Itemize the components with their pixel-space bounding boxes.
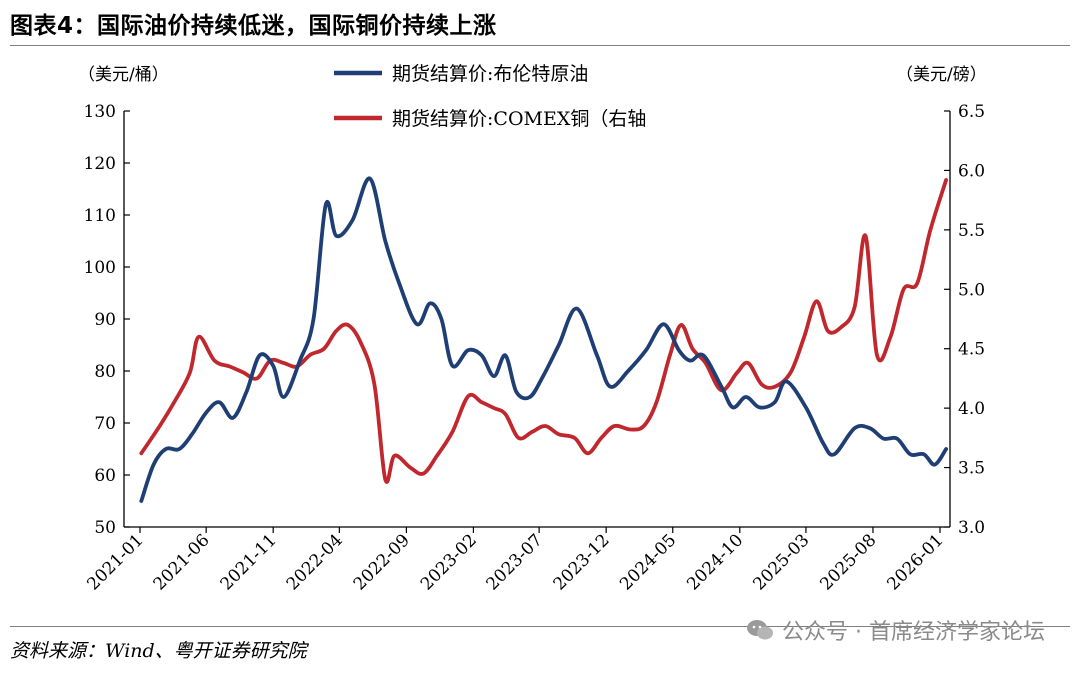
x-tick-label: 2021-06 xyxy=(150,530,214,594)
x-tick-label: 2025-08 xyxy=(816,530,880,594)
left-tick-label: 70 xyxy=(94,414,116,434)
axes-layer: 50 60 70 80 90 100 110 120 130 3.0 3.5 4.0 4.5 5.0 5.5… xyxy=(83,102,985,594)
legend-label-copper: 期货结算价:COMEX铜（右轴 xyxy=(392,108,646,130)
right-tick-label: 4.5 xyxy=(958,340,985,360)
legend: 期货结算价:布伦特原油 期货结算价:COMEX铜（右轴 xyxy=(334,63,646,130)
series-layer xyxy=(139,176,948,503)
left-tick-label: 100 xyxy=(84,258,116,278)
bottom-divider xyxy=(10,626,1070,627)
x-tick-label: 2024-10 xyxy=(683,530,747,594)
left-tick-label: 80 xyxy=(94,362,116,382)
left-axis-unit: （美元/桶） xyxy=(78,65,169,85)
right-tick-label: 3.5 xyxy=(958,459,985,479)
right-tick-label: 3.0 xyxy=(958,518,985,538)
left-tick-label: 130 xyxy=(84,102,116,122)
series-line-comex-copper xyxy=(139,178,948,484)
right-tick-label: 5.5 xyxy=(958,221,985,241)
left-tick-label: 60 xyxy=(94,466,116,486)
right-tick-label: 6.5 xyxy=(958,102,985,122)
x-tick-label: 2025-03 xyxy=(749,530,813,594)
right-tick-label: 4.0 xyxy=(958,399,985,419)
left-tick-label: 50 xyxy=(94,518,116,538)
x-tick-label: 2023-02 xyxy=(417,530,481,594)
x-tick-label: 2023-12 xyxy=(550,530,614,594)
top-divider xyxy=(10,45,1070,46)
right-tick-label: 5.0 xyxy=(958,280,985,300)
left-tick-label: 110 xyxy=(84,206,116,226)
x-tick-label: 2022-09 xyxy=(350,530,414,594)
right-tick-label: 6.0 xyxy=(958,161,985,181)
chart-title: 图表4：国际油价持续低迷，国际铜价持续上涨 xyxy=(10,13,497,39)
x-tick-label: 2024-05 xyxy=(616,530,680,594)
right-axis-unit: （美元/磅） xyxy=(896,65,987,85)
series-line-brent-oil xyxy=(139,176,948,503)
legend-label-brent: 期货结算价:布伦特原油 xyxy=(392,63,588,85)
wechat-icon xyxy=(747,620,774,640)
left-tick-label: 90 xyxy=(94,310,116,330)
x-tick-label: 2023-07 xyxy=(483,530,547,594)
left-tick-label: 120 xyxy=(84,154,116,174)
x-tick-label: 2021-11 xyxy=(217,530,281,594)
x-tick-label: 2021-01 xyxy=(83,530,147,594)
watermark-text: 公众号 · 首席经济学家论坛 xyxy=(782,620,1045,645)
source-note: 资料来源：Wind、粤开证券研究院 xyxy=(10,640,307,662)
x-tick-label: 2022-04 xyxy=(283,530,347,594)
x-tick-label: 2026-01 xyxy=(883,530,947,594)
watermark: 公众号 · 首席经济学家论坛 xyxy=(746,614,1045,646)
